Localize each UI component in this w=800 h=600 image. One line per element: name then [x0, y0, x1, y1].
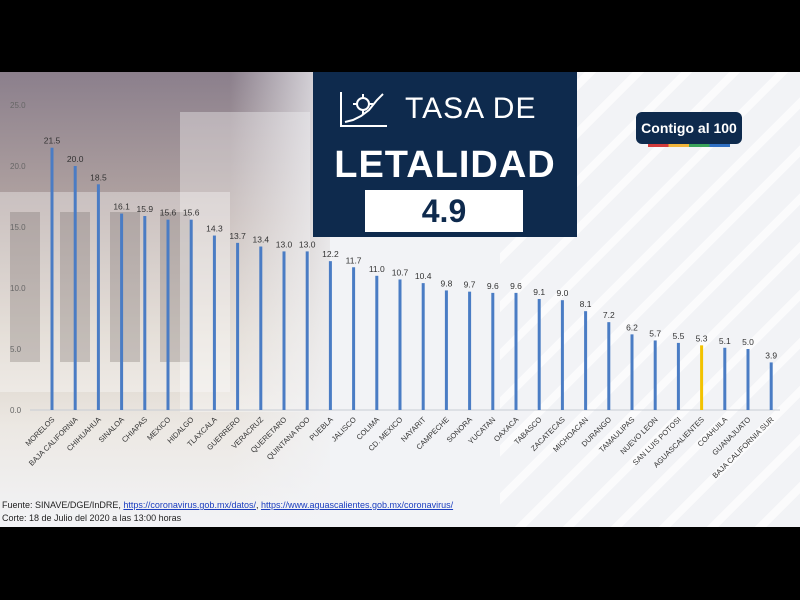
- bar: [653, 340, 657, 410]
- bar: [375, 275, 379, 410]
- bar: [120, 213, 124, 410]
- category-label: QUINTANA ROO: [265, 415, 312, 462]
- bar: [468, 291, 472, 410]
- bar: [421, 283, 425, 410]
- bar: [491, 292, 495, 410]
- bar: [236, 242, 240, 410]
- data-label: 5.3: [696, 333, 708, 343]
- y-tick-label: 20.0: [10, 162, 26, 171]
- bar: [769, 362, 773, 410]
- category-label: JALISCO: [330, 415, 359, 444]
- title-box: TASA DE LETALIDAD 4.9: [313, 72, 577, 237]
- source-link-aguascalientes[interactable]: https://www.aguascalientes.gob.mx/corona…: [260, 500, 454, 510]
- lethality-rate-value: 4.9: [365, 190, 523, 232]
- data-label: 9.6: [510, 281, 522, 291]
- bar: [143, 216, 147, 410]
- y-tick-label: 15.0: [10, 223, 26, 232]
- y-tick-label: 0.0: [10, 406, 22, 415]
- data-label: 10.7: [392, 267, 409, 277]
- bar: [282, 251, 286, 410]
- data-label: 9.6: [487, 281, 499, 291]
- bar: [630, 334, 634, 410]
- data-label: 9.7: [464, 280, 476, 290]
- data-label: 13.0: [276, 239, 293, 249]
- data-label: 12.2: [322, 249, 339, 259]
- data-label: 9.8: [440, 278, 452, 288]
- data-label: 18.5: [90, 172, 107, 182]
- bar: [259, 246, 263, 410]
- data-label: 14.3: [206, 224, 223, 234]
- source-prefix: Fuente: SINAVE/DGE/InDRE,: [2, 500, 124, 510]
- logo-color-bar: [648, 144, 730, 147]
- data-label: 20.0: [67, 154, 84, 164]
- data-label: 7.2: [603, 310, 615, 320]
- bar: [305, 251, 309, 410]
- bar: [96, 184, 100, 410]
- data-label: 10.4: [415, 271, 432, 281]
- y-tick-label: 25.0: [10, 101, 26, 110]
- bar: [676, 342, 680, 410]
- data-label: 5.1: [719, 336, 731, 346]
- data-label: 9.1: [533, 287, 545, 297]
- bar: [50, 147, 54, 410]
- bar: [189, 219, 193, 410]
- data-label: 15.6: [160, 208, 177, 218]
- bar: [398, 279, 402, 410]
- bar: [700, 345, 704, 410]
- data-label: 15.6: [183, 208, 200, 218]
- source-note: Fuente: SINAVE/DGE/InDRE, https://corona…: [2, 500, 453, 510]
- y-tick-label: 10.0: [10, 284, 26, 293]
- bar: [746, 349, 750, 410]
- y-tick-label: 5.0: [10, 345, 22, 354]
- data-label: 5.7: [649, 328, 661, 338]
- bar: [537, 298, 541, 410]
- data-label: 21.5: [44, 136, 61, 146]
- bar: [352, 267, 356, 410]
- chart-virus-icon: [340, 92, 387, 127]
- category-label: CHIAPAS: [120, 415, 149, 444]
- bar: [723, 347, 727, 410]
- bar: [166, 219, 170, 410]
- data-label: 8.1: [580, 299, 592, 309]
- data-label: 5.0: [742, 337, 754, 347]
- bar-chart: 0.05.010.015.020.025.021.5MORELOS20.0BAJ…: [10, 101, 780, 480]
- data-label: 6.2: [626, 322, 638, 332]
- data-label: 15.9: [137, 204, 154, 214]
- bar: [607, 322, 611, 410]
- data-label: 16.1: [113, 202, 130, 212]
- source-link-coronavirus[interactable]: https://coronavirus.gob.mx/datos/: [123, 500, 256, 510]
- data-label: 9.0: [556, 288, 568, 298]
- bar: [584, 311, 588, 410]
- bar: [514, 292, 518, 410]
- data-label: 11.7: [346, 255, 362, 265]
- bar: [560, 300, 564, 410]
- data-label: 13.7: [229, 231, 246, 241]
- data-label: 3.9: [765, 350, 777, 360]
- data-label: 11.0: [369, 264, 385, 274]
- source-separator: ,: [255, 500, 261, 510]
- contigo-al-100-logo: Contigo al 100: [636, 112, 742, 144]
- data-label: 13.4: [253, 235, 270, 245]
- data-label: 5.5: [672, 331, 684, 341]
- title-line2: LETALIDAD: [334, 144, 556, 186]
- data-label: 13.0: [299, 239, 316, 249]
- cutoff-note: Corte: 18 de Julio del 2020 a las 13:00 …: [2, 513, 182, 523]
- bar: [328, 261, 332, 410]
- title-line1: TASA DE: [405, 92, 537, 125]
- bar: [212, 235, 216, 410]
- bar: [444, 290, 448, 410]
- bar: [73, 166, 77, 410]
- slide: 0.0 5.0 10.0 15.0 20.0 25.0 21.5 MORELOS 20.0 BAJ…: [0, 72, 800, 527]
